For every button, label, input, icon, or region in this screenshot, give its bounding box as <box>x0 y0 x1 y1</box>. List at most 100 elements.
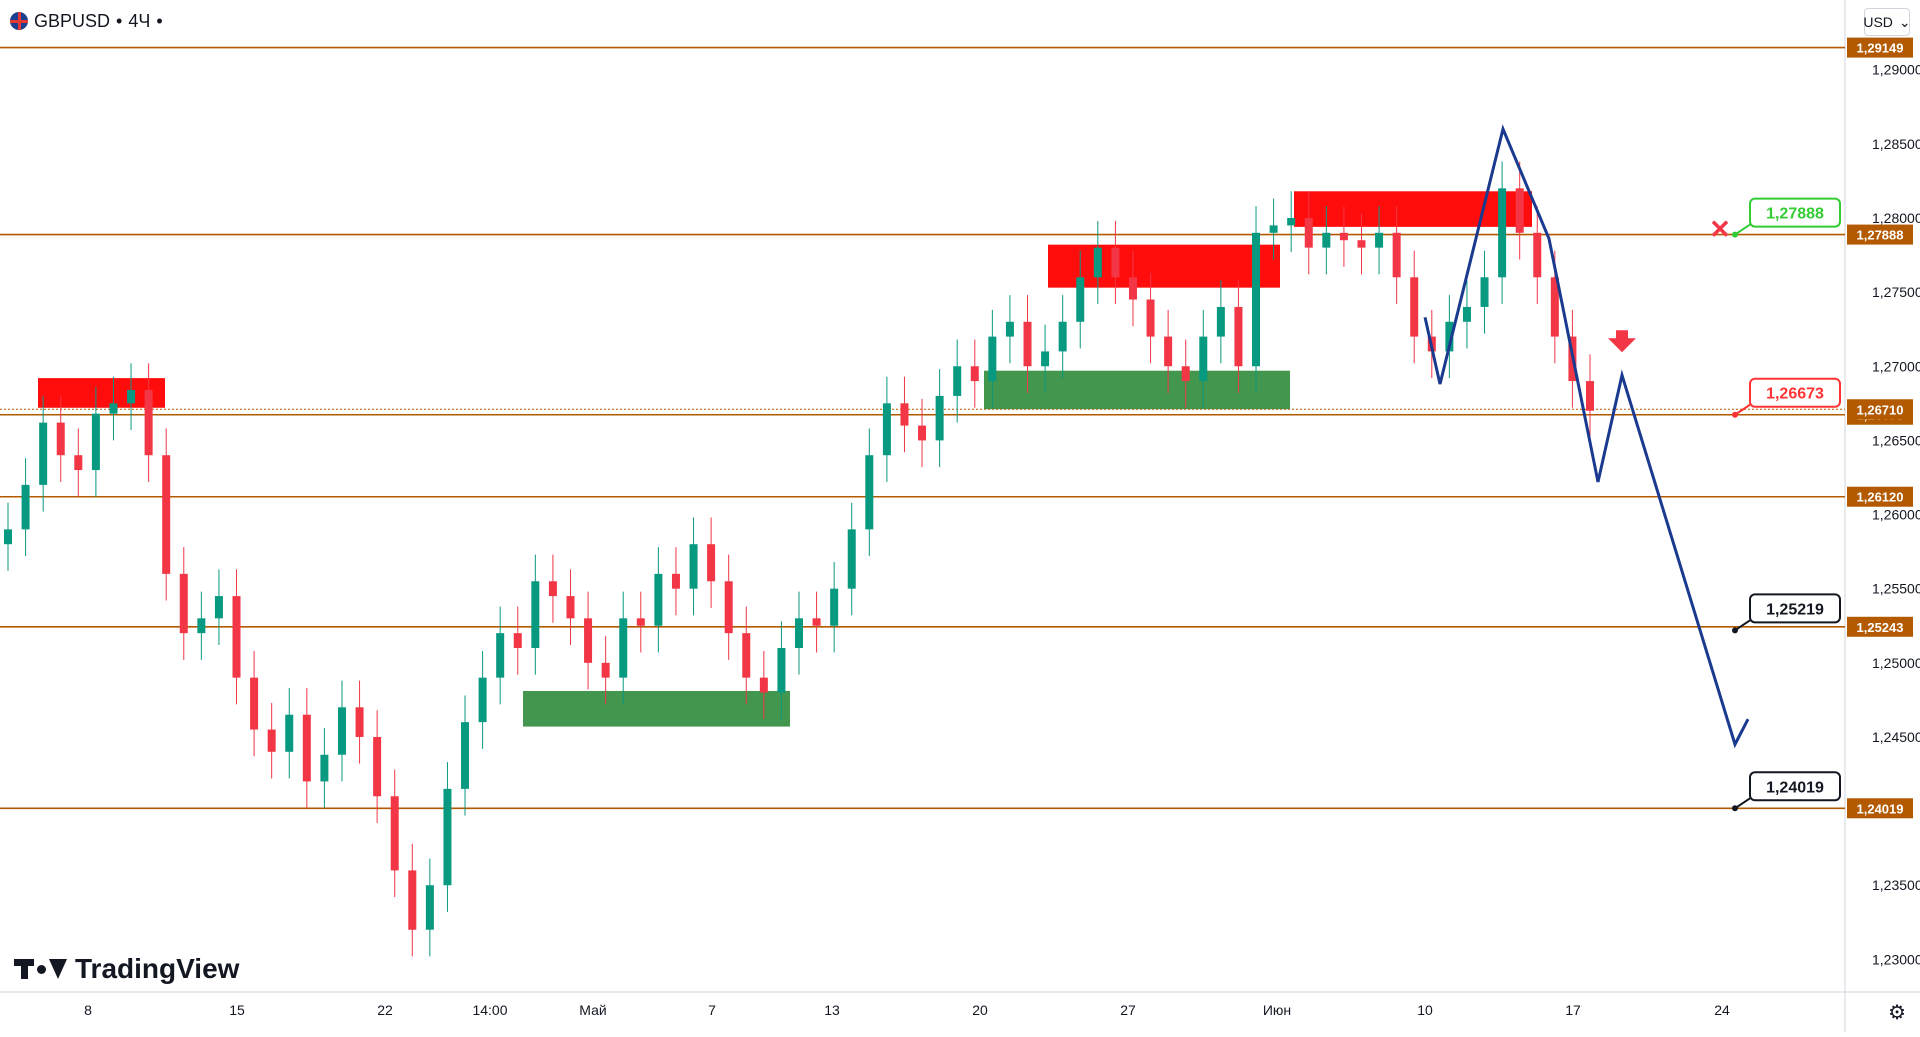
level-tag-label: 1,24019 <box>1857 801 1904 816</box>
gear-icon[interactable]: ⚙ <box>1888 1002 1906 1024</box>
y-tick-label: 1,25500 <box>1872 581 1920 597</box>
last-price-tag <box>1847 399 1913 420</box>
supply-zone <box>1294 191 1532 227</box>
x-tick-label: 8 <box>84 1002 92 1018</box>
candle-body <box>144 389 153 456</box>
x-tick-label: 27 <box>1120 1002 1136 1018</box>
level-tag-label: 1,27888 <box>1857 228 1904 243</box>
candle-body <box>1269 225 1278 233</box>
candle-body <box>830 588 839 626</box>
supply-zone <box>38 378 165 408</box>
candle-body <box>970 366 979 382</box>
symbol-header[interactable]: GBPUSD • 4Ч • <box>10 8 163 34</box>
candle-body <box>214 596 223 619</box>
y-tick-label: 1,29000 <box>1872 62 1920 78</box>
candle-body <box>425 885 434 930</box>
candle-body <box>1128 277 1137 300</box>
tradingview-logo[interactable]: TradingView <box>14 953 239 985</box>
candle-body <box>1146 299 1155 337</box>
entry-callout-label: 1,26673 <box>1766 386 1824 403</box>
candle-body <box>882 403 891 456</box>
x-tick-label: 20 <box>972 1002 988 1018</box>
candle-body <box>531 581 540 648</box>
candle-body <box>636 618 645 626</box>
stop-loss-callout-label: 1,27888 <box>1766 206 1824 223</box>
candle-body <box>1586 381 1594 411</box>
candle-body <box>1287 217 1296 226</box>
interval-label: 4Ч <box>128 10 151 31</box>
entry-callout-box <box>1749 377 1841 408</box>
candle-body <box>1041 351 1050 367</box>
candle-body <box>918 425 927 441</box>
candle-body <box>232 596 241 678</box>
header-separator: • <box>116 10 123 31</box>
candle-body <box>127 389 136 404</box>
candle-body <box>408 870 417 930</box>
candle-body <box>373 736 382 797</box>
candle-body <box>478 677 487 723</box>
candle-body <box>1216 306 1225 337</box>
sell-arrow-icon <box>1608 330 1636 353</box>
level-tag-label: 1,29149 <box>1857 41 1904 56</box>
x-tick-label: Июн <box>1263 1002 1291 1018</box>
candle-body <box>1181 366 1190 382</box>
x-tick-label: 7 <box>708 1002 716 1018</box>
candle-body <box>1005 321 1014 337</box>
candle-body <box>179 573 188 634</box>
candle-body <box>812 618 821 626</box>
candle-body <box>74 455 83 471</box>
candle-body <box>337 707 346 755</box>
candle-body <box>267 729 276 752</box>
demand-zone <box>984 370 1290 410</box>
y-tick-label: 1,24500 <box>1872 729 1920 745</box>
stop-loss-callout-anchor <box>1732 231 1738 238</box>
candle-body <box>496 633 505 678</box>
candle-body <box>1093 247 1102 278</box>
x-tick-label: 13 <box>824 1002 840 1018</box>
level-tag <box>1847 224 1913 245</box>
x-tick-label: 17 <box>1565 1002 1581 1018</box>
candle-body <box>724 581 733 634</box>
y-tick-label: 1,26000 <box>1872 507 1920 523</box>
candle-body <box>1076 277 1085 322</box>
target-callout-label: 1,25219 <box>1766 601 1824 618</box>
x-tick-label: 14:00 <box>472 1002 507 1018</box>
candle-body <box>1322 232 1331 248</box>
candle-body <box>759 677 768 693</box>
x-tick-label: 15 <box>229 1002 245 1018</box>
y-tick-label: 1,27000 <box>1872 358 1920 374</box>
candle-body <box>1410 277 1419 337</box>
candle-body <box>1252 232 1261 367</box>
x-tick-label: Май <box>579 1002 606 1018</box>
entry-callout-pointer <box>1734 403 1751 416</box>
candle-body <box>584 618 593 663</box>
stop-loss-callout-box <box>1749 197 1841 228</box>
candle-body <box>461 722 470 789</box>
candle-body <box>988 336 997 382</box>
candle-body <box>355 707 364 737</box>
candle-body <box>1515 188 1524 233</box>
target-callout-label: 1,24019 <box>1766 779 1824 796</box>
candle-body <box>197 618 206 634</box>
level-tag-label: 1,25243 <box>1857 620 1904 635</box>
target-callout-pointer <box>1734 797 1751 810</box>
currency-selector[interactable]: USD ⌄ <box>1863 8 1911 36</box>
candle-body <box>4 529 12 545</box>
target-callout-box <box>1749 593 1841 624</box>
y-tick-label: 1,27500 <box>1872 284 1920 300</box>
candle-body <box>566 596 575 619</box>
candle-body <box>1480 277 1489 307</box>
target-callout-pointer <box>1734 619 1751 632</box>
x-tick-label: 10 <box>1417 1002 1433 1018</box>
target-callout-box <box>1749 771 1841 802</box>
chevron-down-icon: ⌄ <box>1898 13 1911 30</box>
tradingview-logo-icon <box>14 959 67 979</box>
y-tick-label: 1,28500 <box>1872 136 1920 152</box>
candle-body <box>1234 306 1243 367</box>
candle-body <box>1058 321 1067 352</box>
axis-layer: 1,29000 1,28500 1,28000 1,27500 1,27000 1,265… <box>84 62 1920 1018</box>
target-callout-anchor <box>1732 805 1738 812</box>
